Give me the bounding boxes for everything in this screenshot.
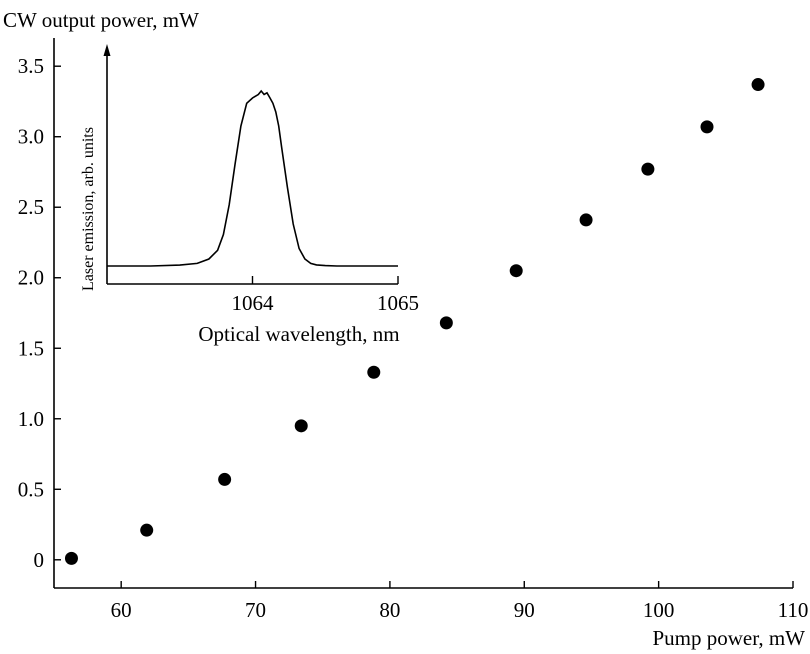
data-point [218,472,232,486]
inset-y-axis-title: Laser emission, arb. units [80,127,97,291]
data-point [64,551,78,565]
main-x-tick-label: 110 [778,598,809,622]
main-x-ticks: 60 70 80 90 100 110 [111,581,809,622]
main-x-tick-label: 60 [111,598,132,622]
main-data-points [64,78,765,565]
main-y-tick-label: 1.5 [18,336,44,360]
main-y-tick-label: 0 [34,548,45,572]
inset-y-axis-arrow [103,44,111,56]
main-y-tick-label: 3.0 [18,125,44,149]
main-y-tick-label: 2.5 [18,195,44,219]
main-y-tick-label: 0.5 [18,477,44,501]
data-point [700,120,714,134]
main-x-tick-label: 80 [379,598,400,622]
main-plot: CW output power, mW Pump power, mW 60 70 8… [3,8,808,650]
main-y-tick-label: 3.5 [18,54,44,78]
data-point [579,213,593,227]
main-y-axis-title: CW output power, mW [3,8,199,32]
data-point [641,162,655,176]
main-x-axis-title: Pump power, mW [652,626,805,650]
inset-spectrum-line [107,89,398,267]
data-point [140,523,154,537]
main-x-tick-label: 100 [643,598,675,622]
inset-x-tick-label: 1064 [232,291,275,315]
data-point [294,419,308,433]
main-x-tick-label: 90 [514,598,535,622]
data-point [751,78,765,92]
inset-x-axis-title: Optical wavelength, nm [198,322,399,346]
main-x-tick-label: 70 [245,598,266,622]
main-y-ticks: 0 0.5 1.0 1.5 2.0 2.5 3.0 3.5 [18,54,61,572]
data-point [367,365,381,379]
data-point [509,264,523,278]
inset-plot: Laser emission, arb. units Optical wavel… [80,44,419,346]
data-point [439,316,453,330]
main-y-tick-label: 1.0 [18,407,44,431]
inset-x-ticks: 1064 1065 [232,276,419,315]
inset-x-tick-label: 1065 [377,291,419,315]
main-y-tick-label: 2.0 [18,266,44,290]
